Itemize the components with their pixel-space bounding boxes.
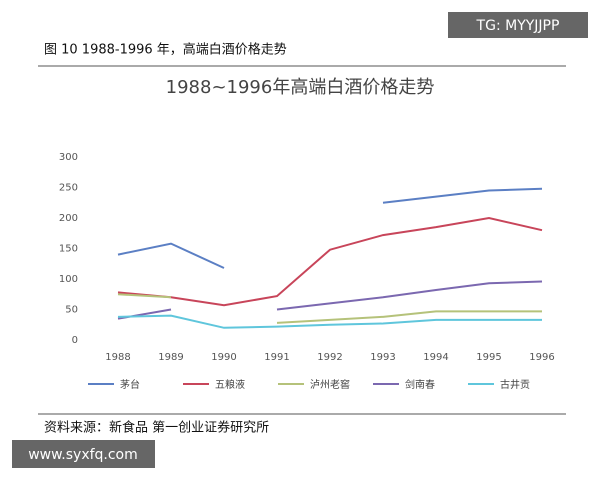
legend-label: 五粮液 [215, 378, 245, 391]
watermark: www.syxfq.com [28, 447, 138, 463]
y-tick-label: 0 [72, 335, 78, 346]
legend-label: 茅台 [120, 378, 140, 391]
y-tick-label: 250 [59, 183, 78, 194]
x-tick-label: 1993 [370, 352, 395, 363]
y-tick-label: 100 [59, 274, 78, 285]
x-tick-label: 1992 [317, 352, 342, 363]
source: 资料来源：新食品 第一创业证券研究所 [44, 420, 269, 436]
series-line [117, 293, 542, 324]
series-line [117, 280, 543, 320]
watermark-box [12, 440, 155, 468]
x-tick-label: 1991 [264, 352, 289, 363]
series-line [117, 187, 543, 269]
watermark: TG: MYYJJPP [476, 18, 560, 34]
y-tick-label: 200 [59, 213, 78, 224]
watermark-box [448, 12, 588, 38]
legend-label: 古井贡 [500, 378, 530, 391]
legend-label: 剑南春 [405, 378, 435, 391]
x-tick-label: 1994 [423, 352, 448, 363]
x-tick-label: 1990 [211, 352, 236, 363]
x-tick-label: 1996 [529, 352, 554, 363]
y-tick-label: 50 [65, 305, 78, 316]
series-line [117, 216, 543, 307]
x-tick-label: 1995 [476, 352, 501, 363]
caption: 图 10 1988-1996 年，高端白酒价格走势 [44, 42, 287, 58]
x-tick-label: 1988 [105, 352, 130, 363]
x-tick-label: 1989 [158, 352, 183, 363]
legend-label: 泸州老窖 [310, 378, 350, 391]
series-line [117, 314, 542, 329]
y-tick-label: 150 [59, 244, 78, 255]
y-tick-label: 300 [59, 152, 78, 163]
chart-title: 1988~1996年高端白酒价格走势 [166, 77, 435, 98]
